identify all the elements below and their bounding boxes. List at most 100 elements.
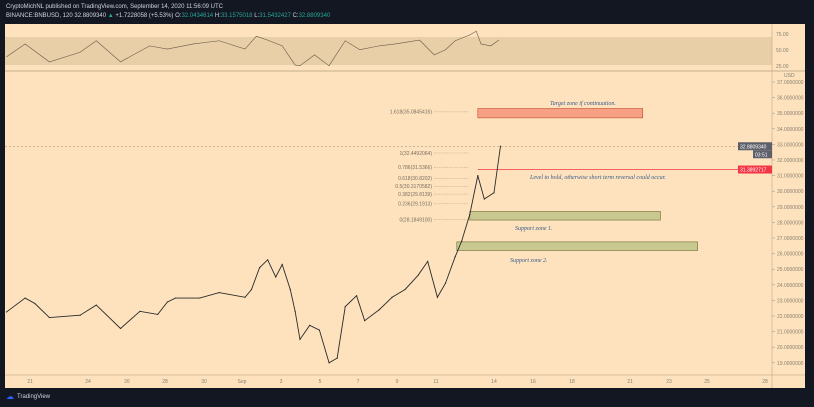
zone-support2[interactable] [456,241,698,251]
rsi-point [24,43,26,45]
rsi-point [454,40,456,42]
price-point [309,324,311,326]
time-tick-label: 11 [433,379,438,385]
rsi-point [149,45,150,47]
price-point [436,296,438,298]
zone-target[interactable] [477,108,644,119]
price-point [364,320,366,322]
price-tick-label: 20.0000000 [777,345,804,351]
price-point [250,288,253,291]
annotation-support2: Support zone 2. [510,258,548,264]
rsi-point [344,40,346,42]
time-tick-label: 16 [530,379,536,385]
price-tick-label: 19.0000000 [777,361,804,367]
rsi-point [6,56,7,58]
annotation-level: Level to hold, otherwise short term reve… [529,175,666,181]
price-tick-label: 36.0000000 [777,96,804,102]
rsi-point [244,48,246,50]
price-tick-label: 37.0000000 [777,80,804,86]
symbol[interactable]: BINANCE:BNBUSD, 120 [6,13,73,19]
time-tick-label: 7 [357,379,360,385]
tradingview-logo[interactable]: ☁ TradingView [6,392,50,401]
annotation-target: Target zone if continuation. [550,100,616,107]
fib-label: 0(28.1849100) [399,217,432,223]
rsi-point [120,61,121,63]
price-point [477,175,479,177]
rsi-tick: 50.00 [776,48,789,54]
cloud-icon: ☁ [6,392,14,401]
fib-label: 1.618(35.0845416) [390,110,433,116]
rsi-point [314,54,315,56]
low-label: L: [254,13,260,19]
time-tick-label: 21 [627,379,633,385]
high-value: 33.1575018 [220,13,253,19]
rsi-point [79,51,81,53]
price-point [119,327,122,330]
price-point [378,309,380,311]
rsi-point [359,49,361,51]
time-tick-label: 28 [162,379,168,385]
price-point [483,198,485,200]
time-tick-label: 3 [280,379,283,385]
price-point [267,259,269,261]
price-point [157,313,159,316]
level-price-badge [738,165,772,174]
price-point [427,260,429,262]
fib-label: 0.5(30.3170582) [395,184,432,190]
rsi-point [192,43,194,45]
rsi-point [475,30,477,32]
price-point [139,310,141,312]
chart-pane[interactable] [5,24,805,388]
time-tick-label: 25 [704,379,710,385]
last-price: 32.8809340 [74,13,107,19]
price-tick-label: 24.0000000 [777,283,804,289]
price-tick-label: 30.0000000 [777,189,804,195]
change: +1.7228058 (+5.53%) [115,13,174,19]
price-point [79,314,81,316]
rsi-point [445,49,446,51]
price-point [404,288,406,291]
rsi-point [480,43,482,45]
rsi-point [498,39,500,41]
time-tick-label: 21 [27,379,33,385]
currency-label: USD [784,73,795,79]
price-tick-label: 31.0000000 [777,174,804,180]
rsi-point [433,54,435,56]
price-tick-label: 34.0000000 [777,127,804,133]
price-point [281,263,283,266]
price-tick-label: 32.0000000 [777,158,804,164]
price-point [391,296,393,298]
rsi-point [294,64,296,66]
fib-label: 0.236(29.1913) [398,202,432,208]
price-tick-label: 28.0000000 [777,220,804,226]
price-point [166,301,169,303]
zone-support1[interactable] [469,211,661,221]
fib-label: 1(32.4492064) [399,151,432,157]
rsi-point [267,39,268,41]
rsi-point [281,45,283,47]
price-tick-label: 22.0000000 [777,314,804,320]
annotation-support1: Support zone 1. [515,226,553,232]
brand-name: TradingView [17,393,51,400]
price-tick-label: 33.0000000 [777,142,804,148]
time-tick-label: 14 [491,379,497,385]
up-arrow-icon: ▲ [107,13,114,19]
high-label: H: [214,13,221,19]
price-point [289,288,291,291]
price-tick-label: 25.0000000 [777,267,804,273]
price-point [95,304,97,306]
time-tick-label: 18 [569,379,575,385]
price-point [5,311,8,313]
price-point [318,329,320,331]
rsi-point [395,43,396,45]
rsi-point [299,65,301,67]
rsi-band [5,37,772,65]
countdown-label: 03:51 [755,152,768,158]
close-value: 32.8809340 [298,13,331,19]
time-tick-label: 26 [124,379,130,385]
time-tick-label: 5 [319,379,322,385]
price-point [493,192,495,194]
price-point [417,274,419,277]
level-price-label: 31.3892717 [740,168,767,174]
